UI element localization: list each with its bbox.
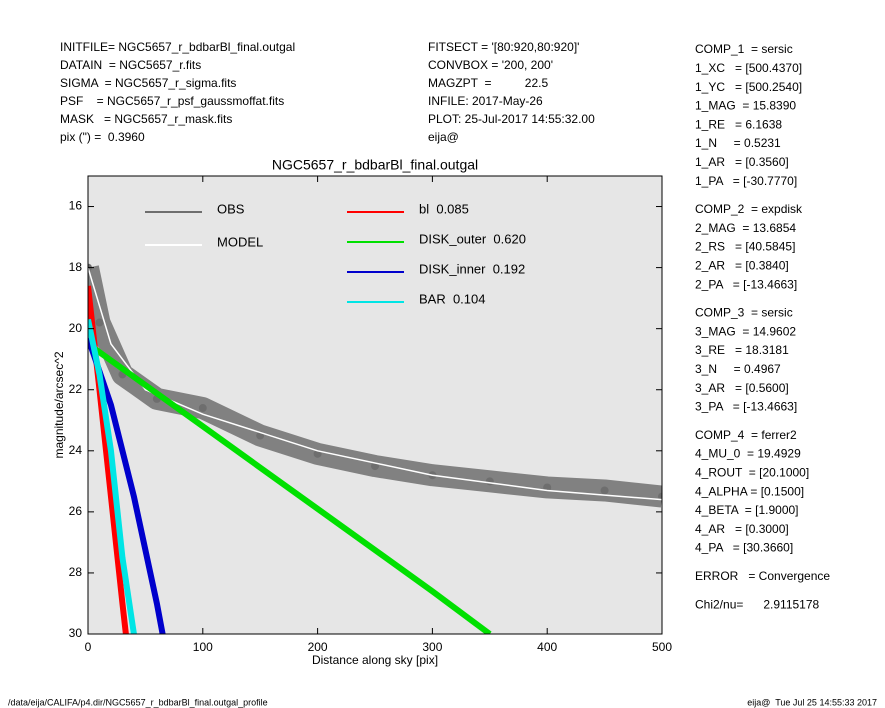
header-line: SIGMA = NGC5657_r_sigma.fits [60, 76, 236, 90]
param-line: 3_AR = [0.5600] [695, 381, 789, 395]
param-line: 4_AR = [0.3000] [695, 522, 789, 536]
param-line: 1_XC = [500.4370] [695, 61, 802, 75]
header-line: MASK = NGC5657_r_mask.fits [60, 112, 232, 126]
x-tick-label: 300 [422, 640, 442, 654]
footer-stamp: eija@ Tue Jul 25 14:55:33 2017 [747, 697, 877, 707]
param-line: 1_N = 0.5231 [695, 136, 781, 150]
param-line: 1_AR = [0.3560] [695, 155, 789, 169]
y-tick-label: 24 [69, 443, 83, 457]
legend-label: BAR 0.104 [419, 291, 486, 306]
chart-title: NGC5657_r_bdbarBl_final.outgal [272, 157, 478, 173]
param-line: COMP_3 = sersic [695, 306, 793, 320]
footer-path: /data/eija/CALIFA/p4.dir/NGC5657_r_bdbar… [8, 697, 268, 707]
param-line: 4_BETA = [1.9000] [695, 503, 799, 517]
header-line: eija@ [428, 130, 459, 144]
param-line: 4_ROUT = [20.1000] [695, 465, 809, 479]
header-line: PLOT: 25-Jul-2017 14:55:32.00 [428, 112, 595, 126]
x-tick-label: 200 [308, 640, 328, 654]
param-line: ERROR = Convergence [695, 569, 830, 583]
x-axis-label: Distance along sky [pix] [312, 653, 438, 667]
param-line: 2_MAG = 13.6854 [695, 221, 796, 235]
header-line: INITFILE= NGC5657_r_bdbarBl_final.outgal [60, 40, 295, 54]
param-line: 1_YC = [500.2540] [695, 80, 802, 94]
header-line: DATAIN = NGC5657_r.fits [60, 58, 201, 72]
obs-band [88, 265, 662, 508]
param-line: 3_RE = 18.3181 [695, 343, 789, 357]
param-line: 3_N = 0.4967 [695, 362, 781, 376]
x-tick-label: 100 [193, 640, 213, 654]
param-line: COMP_4 = ferrer2 [695, 428, 797, 442]
header-line: CONVBOX = '200, 200' [428, 58, 553, 72]
param-line: Chi2/nu= 2.9115178 [695, 597, 820, 611]
x-tick-label: 0 [85, 640, 92, 654]
param-line: 4_PA = [30.3660] [695, 541, 793, 555]
y-axis-label: magnitude/arcsec^2 [52, 351, 66, 458]
param-line: 1_MAG = 15.8390 [695, 99, 796, 113]
header-line: pix (") = 0.3960 [60, 130, 145, 144]
legend-label: OBS [217, 201, 245, 216]
y-tick-label: 30 [69, 626, 83, 640]
header-line: MAGZPT = 22.5 [428, 76, 548, 90]
legend-label: MODEL [217, 234, 263, 249]
header-line: PSF = NGC5657_r_psf_gaussmoffat.fits [60, 94, 284, 108]
header-line: FITSECT = '[80:920,80:920]' [428, 40, 579, 54]
plot-area [88, 263, 662, 634]
legend-label: DISK_outer 0.620 [419, 231, 526, 246]
x-tick-label: 400 [537, 640, 557, 654]
param-line: 2_PA = [-13.4663] [695, 277, 797, 291]
legend-label: bl 0.085 [419, 201, 469, 216]
param-line: 1_PA = [-30.7770] [695, 174, 797, 188]
param-line: 2_RS = [40.5845] [695, 240, 795, 254]
x-tick-label: 500 [652, 640, 672, 654]
y-tick-label: 22 [69, 382, 83, 396]
param-line: COMP_1 = sersic [695, 42, 793, 56]
header-line: INFILE: 2017-May-26 [428, 94, 543, 108]
param-line: COMP_2 = expdisk [695, 202, 803, 216]
model-line [88, 267, 662, 501]
y-tick-label: 18 [69, 260, 83, 274]
y-tick-label: 20 [69, 321, 83, 335]
param-line: 1_RE = 6.1638 [695, 117, 782, 131]
y-tick-label: 26 [69, 504, 83, 518]
legend-label: DISK_inner 0.192 [419, 261, 525, 276]
plot-frame [87, 175, 663, 635]
param-line: 2_AR = [0.3840] [695, 258, 789, 272]
y-tick-label: 28 [69, 565, 83, 579]
model-line [88, 318, 137, 634]
param-line: 4_ALPHA = [0.1500] [695, 484, 804, 498]
y-tick-label: 16 [69, 199, 83, 213]
param-line: 4_MU_0 = 19.4929 [695, 447, 801, 461]
param-line: 3_PA = [-13.4663] [695, 400, 797, 414]
param-line: 3_MAG = 14.9602 [695, 324, 796, 338]
model-line [88, 341, 492, 634]
